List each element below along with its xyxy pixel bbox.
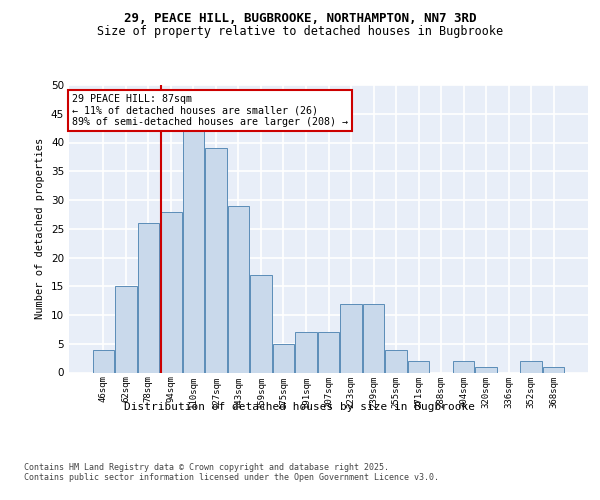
Bar xyxy=(520,361,542,372)
Bar xyxy=(160,212,182,372)
Text: Distribution of detached houses by size in Bugbrooke: Distribution of detached houses by size … xyxy=(125,402,476,412)
Bar xyxy=(340,304,362,372)
Bar xyxy=(385,350,407,372)
Bar xyxy=(295,332,317,372)
Bar xyxy=(318,332,339,372)
Bar xyxy=(250,275,272,372)
Bar xyxy=(453,361,475,372)
Bar xyxy=(543,367,565,372)
Text: Size of property relative to detached houses in Bugbrooke: Size of property relative to detached ho… xyxy=(97,25,503,38)
Bar xyxy=(273,344,294,372)
Bar xyxy=(137,223,159,372)
Bar xyxy=(205,148,227,372)
Text: 29 PEACE HILL: 87sqm
← 11% of detached houses are smaller (26)
89% of semi-detac: 29 PEACE HILL: 87sqm ← 11% of detached h… xyxy=(71,94,347,127)
Bar xyxy=(92,350,114,372)
Bar xyxy=(228,206,249,372)
Bar xyxy=(363,304,384,372)
Bar xyxy=(475,367,497,372)
Y-axis label: Number of detached properties: Number of detached properties xyxy=(35,138,46,320)
Text: Contains HM Land Registry data © Crown copyright and database right 2025.
Contai: Contains HM Land Registry data © Crown c… xyxy=(24,462,439,482)
Bar xyxy=(115,286,137,372)
Text: 29, PEACE HILL, BUGBROOKE, NORTHAMPTON, NN7 3RD: 29, PEACE HILL, BUGBROOKE, NORTHAMPTON, … xyxy=(124,12,476,26)
Bar xyxy=(182,131,204,372)
Bar xyxy=(408,361,429,372)
